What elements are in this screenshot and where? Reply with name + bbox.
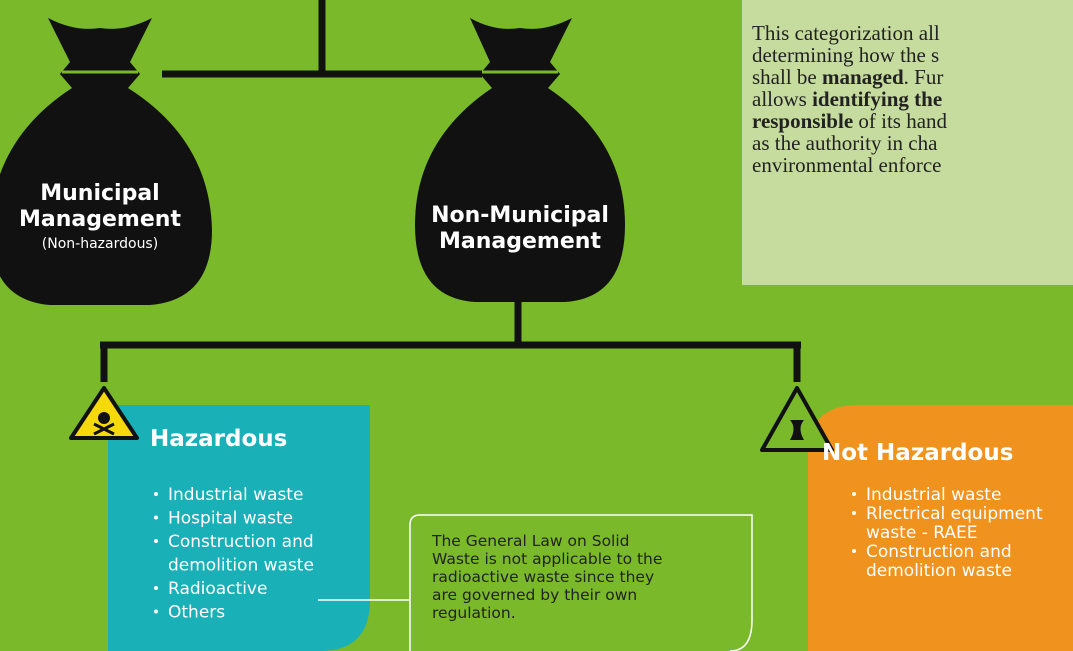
bag-non-municipal	[415, 18, 625, 302]
list-item-line: Radioactive	[168, 579, 267, 599]
list-item: Industrial waste	[866, 485, 1001, 505]
callout-line: radioactive waste since they	[432, 568, 654, 586]
callout-line: The General Law on Solid	[431, 532, 630, 550]
bullet	[154, 492, 158, 496]
callout-line: Waste is not applicable to the	[432, 550, 662, 568]
callout-line: regulation.	[432, 604, 516, 622]
hazardous-title: Hazardous	[150, 426, 287, 452]
note-segment: . Fur	[904, 65, 944, 89]
note-segment: responsible	[752, 109, 853, 133]
callout-line: are governed by their own	[432, 586, 637, 604]
note-line: environmental enforce	[752, 153, 942, 177]
list-item-line: demolition waste	[168, 556, 314, 576]
bag-subtitle: (Non-hazardous)	[42, 236, 158, 252]
bag-title: Management	[439, 229, 601, 254]
bullet	[154, 516, 158, 520]
page: Municipal Management (Non-hazardous) Non…	[0, 0, 1073, 651]
list-item: Hospital waste	[168, 509, 293, 529]
list-item-line: waste - RAEE	[866, 523, 977, 543]
bag-municipal	[0, 18, 212, 305]
note-segment: shall be	[752, 65, 822, 89]
bullet	[154, 539, 158, 543]
note-line: determining how the s	[752, 43, 939, 67]
note-segment: of its hand	[853, 109, 947, 133]
note-segment: determining how the s	[752, 43, 939, 67]
bullet	[852, 549, 856, 553]
bullet	[852, 511, 856, 515]
bullet	[852, 492, 856, 496]
list-item: Industrial waste	[168, 485, 303, 505]
note-line: allows identifying the	[752, 87, 942, 111]
note-segment: as the authority in cha	[752, 131, 938, 155]
note-segment: This categorization all	[752, 21, 940, 45]
note-segment: environmental enforce	[752, 153, 942, 177]
list-item-line: Industrial waste	[168, 485, 303, 505]
list-item: Radioactive	[168, 579, 267, 599]
note-line: This categorization all	[752, 21, 940, 45]
bag-title: Non-Municipal	[431, 203, 609, 228]
list-item-line: Construction and	[866, 542, 1012, 562]
bullet	[154, 586, 158, 590]
list-item-line: Hospital waste	[168, 509, 293, 529]
list-item-line: Construction and	[168, 532, 314, 552]
not-hazardous-title: Not Hazardous	[822, 440, 1013, 466]
note-line: responsible of its hand	[752, 109, 948, 133]
note-line: as the authority in cha	[752, 131, 938, 155]
bag-title: Management	[19, 207, 181, 232]
bullet	[154, 610, 158, 614]
list-item-line: demolition waste	[866, 561, 1012, 581]
note-line: shall be managed. Fur	[752, 65, 943, 89]
note-segment: managed	[822, 65, 904, 89]
note-segment: identifying the	[812, 87, 942, 111]
bag-title: Municipal	[40, 181, 159, 206]
list-item-line: Industrial waste	[866, 485, 1001, 505]
list-item: Others	[168, 603, 225, 623]
note-segment: allows	[752, 87, 812, 111]
infographic: Municipal Management (Non-hazardous) Non…	[0, 0, 1073, 651]
list-item-line: Rlectrical equipment	[866, 504, 1043, 524]
list-item-line: Others	[168, 603, 225, 623]
